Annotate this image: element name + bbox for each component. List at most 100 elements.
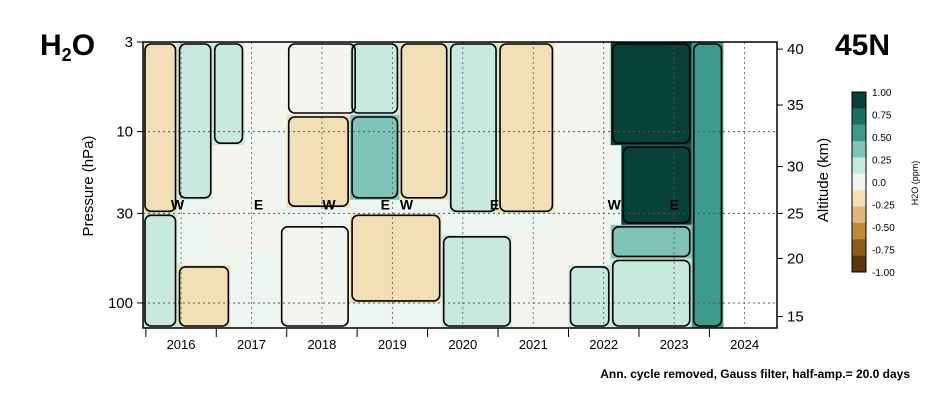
contour-line (287, 43, 356, 114)
x-tick-label: 2016 (167, 337, 196, 352)
qbo-marker: E (381, 196, 390, 212)
altitude-tick-label: 40 (787, 41, 804, 58)
colorbar-segment (852, 222, 866, 240)
colorbar-segment (852, 157, 866, 175)
x-tick-label: 2021 (519, 337, 548, 352)
anomaly-band (691, 42, 724, 328)
no-data-region (723, 42, 777, 328)
pressure-tick-label: 10 (116, 124, 133, 141)
pressure-axis: 3 10 30 100 (108, 34, 143, 312)
anomaly-band (610, 258, 692, 328)
footnote: Ann. cycle removed, Gauss filter, half-a… (600, 367, 910, 381)
anomaly-band (143, 213, 178, 328)
colorbar: 1.00 0.75 0.50 0.25 0.0 -0.25 -0.50 -0.75 -1.00 (851, 88, 895, 279)
anomaly-band (610, 42, 692, 146)
colorbar-segment (852, 239, 866, 257)
anomaly-band (498, 42, 555, 214)
colorbar-tick-label: -0.75 (872, 246, 895, 257)
contour-line (622, 146, 691, 224)
anomaly-band (244, 42, 287, 132)
altitude-tick-label: 30 (787, 159, 804, 176)
altitude-tick-label: 20 (787, 250, 804, 267)
qbo-marker: E (669, 196, 678, 212)
title-subscript: 2 (62, 45, 72, 65)
altitude-axis: 15 20 25 30 35 40 (777, 41, 804, 326)
title-main: H (40, 29, 62, 62)
altitude-tick-label: 35 (787, 97, 804, 114)
contour-line (499, 43, 554, 213)
contour-line (213, 43, 244, 144)
grid-lines (143, 42, 777, 328)
pressure-tick-label: 100 (108, 295, 133, 312)
anomaly-band (350, 213, 442, 303)
anomaly-band (350, 42, 400, 115)
anomaly-band (610, 224, 692, 259)
x-axis: 2016 2017 2018 2019 2020 2021 2022 2023 2024 (145, 328, 759, 352)
contour-line (144, 214, 177, 327)
contour-line (569, 266, 610, 327)
qbo-marker: W (400, 196, 414, 212)
chart-title: H2O (40, 29, 95, 65)
colorbar-frame (851, 91, 867, 273)
anomaly-band (399, 42, 449, 200)
contour-line (611, 259, 691, 327)
colorbar-tick-label: -0.50 (872, 223, 895, 234)
title-tail: O (72, 29, 95, 62)
colorbar-tick-label: 0.75 (872, 111, 892, 122)
contour-line (692, 43, 723, 327)
colorbar-tick-label: -0.25 (872, 201, 895, 212)
anomaly-field (143, 42, 777, 328)
colorbar-tick-label: 0.0 (872, 178, 886, 189)
colorbar-segment (852, 108, 866, 126)
colorbar-segment (852, 124, 866, 142)
contour-line (178, 266, 230, 327)
qbo-marker: W (171, 196, 185, 212)
colorbar-segment (852, 141, 866, 158)
x-tick-label: 2018 (307, 337, 336, 352)
contour-line (611, 43, 691, 144)
anomaly-band (441, 234, 513, 328)
colorbar-tick-label: -1.00 (872, 268, 895, 279)
anomaly-band (554, 42, 611, 265)
colorbar-tick-label: 0.50 (872, 133, 892, 144)
x-tick-label: 2019 (378, 337, 407, 352)
qbo-marker: W (322, 196, 336, 212)
pressure-tick-label: 3 (125, 34, 133, 51)
anomaly-band (621, 145, 692, 225)
x-tick-label: 2022 (589, 337, 618, 352)
region-label: 45N (835, 29, 890, 62)
contour-line (611, 226, 691, 258)
x-tick-label: 2020 (448, 337, 477, 352)
contour-line (178, 43, 212, 199)
colorbar-label: H2O (ppm) (910, 161, 920, 206)
anomaly-band (143, 42, 178, 214)
contour-line (287, 116, 349, 208)
altitude-tick-label: 15 (787, 309, 804, 326)
contour-line (280, 226, 349, 327)
anomaly-band (212, 145, 280, 252)
x-tick-label: 2017 (237, 337, 266, 352)
contour-line (449, 43, 497, 213)
contour-line (144, 43, 177, 213)
contour-line (400, 43, 448, 199)
altitude-tick-label: 25 (787, 205, 804, 222)
contour-line (351, 43, 399, 114)
qbo-marker: E (254, 196, 263, 212)
pressure-axis-label: Pressure (hPa) (80, 136, 97, 237)
altitude-axis-label: Altitude (km) (815, 138, 832, 222)
colorbar-tick-label: 0.25 (872, 156, 892, 167)
anomaly-band (568, 264, 611, 328)
colorbar-segment (852, 190, 866, 208)
colorbar-segment (852, 92, 866, 109)
qbo-marker: E (490, 196, 499, 212)
x-tick-label: 2024 (730, 337, 759, 352)
anomaly-band (448, 42, 499, 214)
anomaly-band (212, 42, 245, 146)
contour-line (442, 235, 511, 327)
qbo-marker: W (608, 196, 622, 212)
contour-lines (144, 43, 723, 327)
anomaly-band (286, 114, 351, 209)
anomaly-band (350, 114, 400, 200)
